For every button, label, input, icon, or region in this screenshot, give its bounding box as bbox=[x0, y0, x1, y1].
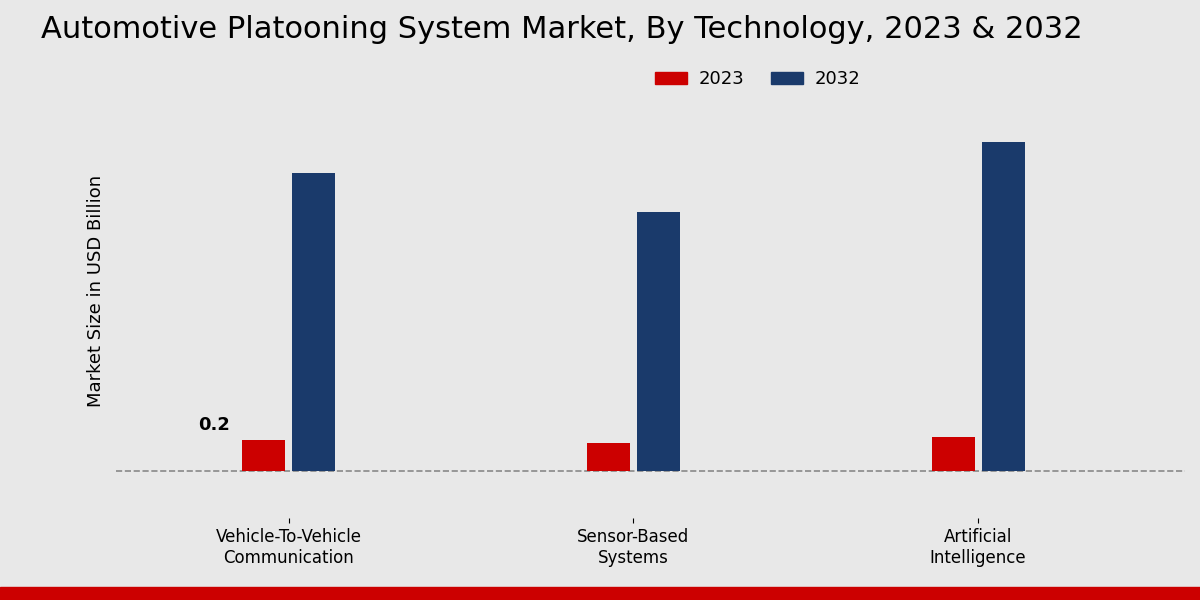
Bar bbox=[931, 437, 974, 472]
Bar bbox=[242, 440, 286, 472]
Bar bbox=[637, 212, 680, 472]
Legend: 2023, 2032: 2023, 2032 bbox=[648, 63, 868, 95]
Text: Automotive Platooning System Market, By Technology, 2023 & 2032: Automotive Platooning System Market, By … bbox=[41, 15, 1082, 44]
Text: 0.2: 0.2 bbox=[198, 416, 230, 434]
Bar bbox=[587, 443, 630, 472]
Bar bbox=[292, 173, 335, 472]
Y-axis label: Market Size in USD Billion: Market Size in USD Billion bbox=[88, 175, 106, 407]
Bar bbox=[982, 142, 1025, 472]
